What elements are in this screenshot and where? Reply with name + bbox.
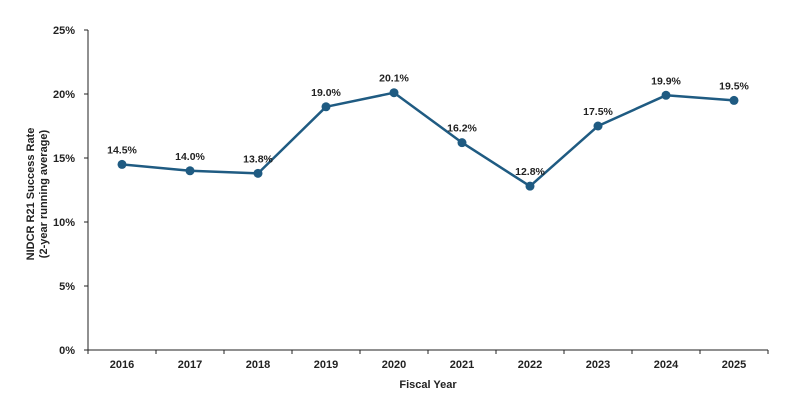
data-label: 19.9%: [651, 75, 681, 87]
data-label: 14.5%: [107, 144, 137, 156]
x-axis: 2016 2017 2018 2019 2020 2021 2022 2023 2024 2025: [87, 349, 769, 371]
data-label: 20.1%: [379, 73, 409, 85]
data-point: [117, 159, 127, 169]
data-label: 14.0%: [175, 151, 205, 163]
data-point: [661, 90, 671, 100]
data-point: [729, 95, 739, 105]
x-tick-label: 2023: [586, 359, 610, 371]
y-axis-title: NIDCR R21 Success Rate (2-year running a…: [25, 128, 50, 261]
series-group: [117, 88, 739, 191]
data-point: [389, 88, 399, 98]
x-axis-title: Fiscal Year: [399, 379, 457, 391]
series-line: [121, 91, 735, 188]
data-label: 13.8%: [243, 153, 273, 165]
data-label: 12.8%: [515, 166, 545, 178]
data-point: [593, 121, 603, 131]
data-point: [321, 102, 331, 112]
y-tick-label: 0%: [59, 345, 75, 357]
data-point: [525, 181, 535, 191]
y-tick-label: 25%: [53, 25, 75, 37]
x-tick-label: 2019: [314, 359, 338, 371]
x-tick-label: 2021: [450, 359, 474, 371]
data-labels: 14.5% 14.0% 13.8% 19.0% 20.1% 16.2% 12.8% 17.5%…: [107, 73, 749, 178]
data-label: 19.5%: [719, 80, 749, 92]
y-tick-label: 10%: [53, 217, 75, 229]
x-tick-label: 2022: [518, 359, 542, 371]
y-tick-label: 5%: [59, 281, 75, 293]
y-axis-title-line2: (2-year running average): [38, 129, 50, 258]
data-point: [253, 168, 263, 178]
y-tick-label: 15%: [53, 153, 75, 165]
data-point: [457, 138, 467, 148]
x-tick-label: 2024: [654, 359, 679, 371]
data-label: 19.0%: [311, 87, 341, 99]
data-label: 16.2%: [447, 123, 477, 135]
x-tick-label: 2020: [382, 359, 406, 371]
y-axis-title-line1: NIDCR R21 Success Rate: [25, 128, 37, 261]
data-label: 17.5%: [583, 106, 613, 118]
x-tick-label: 2025: [722, 359, 746, 371]
y-axis: 0% 5% 10% 15% 20% 25%: [53, 25, 89, 357]
x-tick-label: 2018: [246, 359, 270, 371]
x-tick-label: 2017: [178, 359, 202, 371]
x-tick-label: 2016: [110, 359, 134, 371]
data-point: [185, 166, 195, 176]
y-tick-label: 20%: [53, 89, 75, 101]
